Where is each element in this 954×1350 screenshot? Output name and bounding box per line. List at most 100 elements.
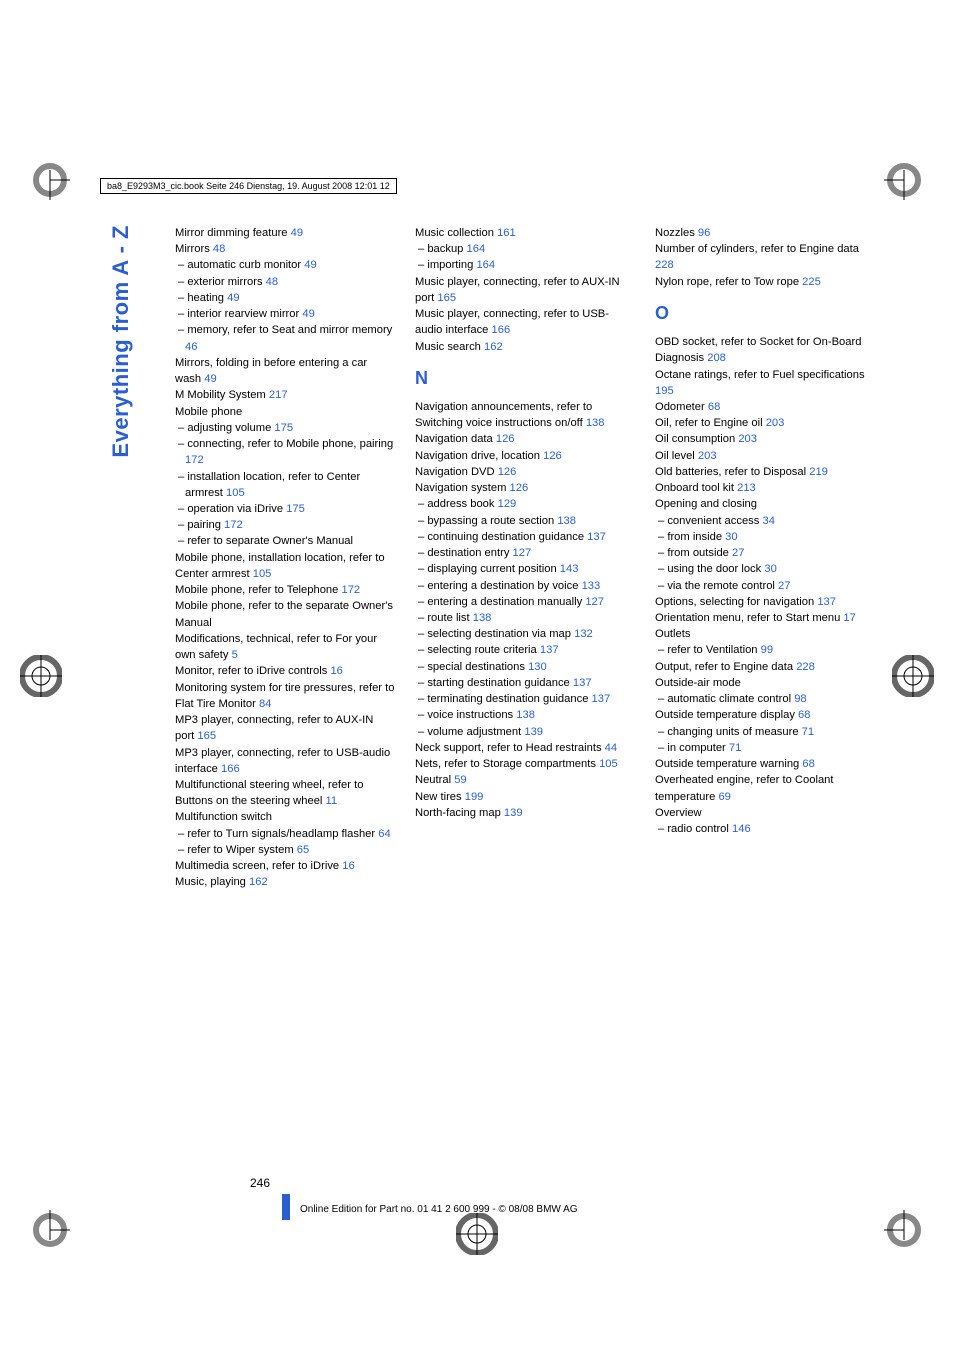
page-ref-link[interactable]: 84 — [259, 698, 271, 710]
index-entry-text: Music, playing — [175, 876, 249, 888]
page-ref-link[interactable]: 27 — [778, 580, 790, 592]
page-ref-link[interactable]: 34 — [762, 515, 774, 527]
page-ref-link[interactable]: 68 — [802, 758, 814, 770]
page-ref-link[interactable]: 98 — [794, 693, 806, 705]
page-ref-link[interactable]: 59 — [454, 774, 466, 786]
page-ref-link[interactable]: 105 — [599, 758, 618, 770]
page-ref-link[interactable]: 126 — [510, 482, 529, 494]
page-ref-link[interactable]: 162 — [484, 341, 503, 353]
page-ref-link[interactable]: 129 — [498, 498, 517, 510]
page-ref-link[interactable]: 172 — [185, 454, 204, 466]
page-ref-link[interactable]: 30 — [764, 563, 776, 575]
page-ref-link[interactable]: 48 — [266, 276, 278, 288]
page-ref-link[interactable]: 138 — [586, 417, 605, 429]
index-entry: Multifunction switch — [175, 809, 395, 825]
page-ref-link[interactable]: 126 — [543, 450, 562, 462]
page-ref-link[interactable]: 127 — [585, 596, 604, 608]
page-ref-link[interactable]: 162 — [249, 876, 268, 888]
index-entry: – entering a destination by voice 133 — [415, 578, 635, 594]
page-ref-link[interactable]: 138 — [516, 709, 535, 721]
page-ref-link[interactable]: 44 — [605, 742, 617, 754]
page-ref-link[interactable]: 69 — [718, 791, 730, 803]
page-ref-link[interactable]: 225 — [802, 276, 821, 288]
page-ref-link[interactable]: 30 — [725, 531, 737, 543]
page-ref-link[interactable]: 208 — [707, 352, 726, 364]
page-ref-link[interactable]: 138 — [473, 612, 492, 624]
index-entry: Music, playing 162 — [175, 874, 395, 890]
page-ref-link[interactable]: 16 — [330, 665, 342, 677]
index-entry: Orientation menu, refer to Start menu 17 — [655, 610, 875, 626]
page-ref-link[interactable]: 68 — [798, 709, 810, 721]
index-entry-text: – adjusting volume — [178, 422, 274, 434]
page-ref-link[interactable]: 175 — [286, 503, 305, 515]
page-ref-link[interactable]: 137 — [817, 596, 836, 608]
page-ref-link[interactable]: 143 — [560, 563, 579, 575]
page-ref-link[interactable]: 228 — [796, 661, 815, 673]
page-ref-link[interactable]: 132 — [574, 628, 593, 640]
page-ref-link[interactable]: 137 — [587, 531, 606, 543]
page-ref-link[interactable]: 126 — [496, 433, 515, 445]
page-ref-link[interactable]: 219 — [809, 466, 828, 478]
page-ref-link[interactable]: 27 — [732, 547, 744, 559]
page-ref-link[interactable]: 127 — [513, 547, 532, 559]
page-ref-link[interactable]: 139 — [524, 726, 543, 738]
page-ref-link[interactable]: 165 — [437, 292, 456, 304]
page-ref-link[interactable]: 48 — [213, 243, 225, 255]
index-entry: – radio control 146 — [655, 821, 875, 837]
page-ref-link[interactable]: 105 — [226, 487, 245, 499]
page-ref-link[interactable]: 199 — [465, 791, 484, 803]
page-ref-link[interactable]: 172 — [341, 584, 360, 596]
page-ref-link[interactable]: 228 — [655, 259, 674, 271]
page-ref-link[interactable]: 46 — [185, 341, 197, 353]
index-entry-text: Monitoring system for tire pressures, re… — [175, 682, 394, 710]
page-ref-link[interactable]: 203 — [738, 433, 757, 445]
page-ref-link[interactable]: 203 — [766, 417, 785, 429]
page-ref-link[interactable]: 49 — [204, 373, 216, 385]
page-ref-link[interactable]: 213 — [737, 482, 756, 494]
page-ref-link[interactable]: 138 — [557, 515, 576, 527]
page-ref-link[interactable]: 64 — [378, 828, 390, 840]
index-entry: Odometer 68 — [655, 399, 875, 415]
page-ref-link[interactable]: 49 — [227, 292, 239, 304]
page-ref-link[interactable]: 166 — [221, 763, 240, 775]
page-ref-link[interactable]: 65 — [297, 844, 309, 856]
page-ref-link[interactable]: 96 — [698, 227, 710, 239]
page-ref-link[interactable]: 130 — [528, 661, 547, 673]
page-ref-link[interactable]: 164 — [467, 243, 486, 255]
page-ref-link[interactable]: 195 — [655, 385, 674, 397]
page-ref-link[interactable]: 217 — [269, 389, 288, 401]
page-ref-link[interactable]: 175 — [274, 422, 293, 434]
page-ref-link[interactable]: 137 — [592, 693, 611, 705]
page-ref-link[interactable]: 133 — [582, 580, 601, 592]
index-entry-text: Opening and closing — [655, 498, 757, 510]
page-ref-link[interactable]: 71 — [802, 726, 814, 738]
page-ref-link[interactable]: 165 — [197, 730, 216, 742]
page-ref-link[interactable]: 161 — [497, 227, 516, 239]
page-ref-link[interactable]: 17 — [843, 612, 855, 624]
page-ref-link[interactable]: 203 — [698, 450, 717, 462]
index-entry-text: – operation via iDrive — [178, 503, 286, 515]
index-entry-text: Monitor, refer to iDrive controls — [175, 665, 330, 677]
page-ref-link[interactable]: 11 — [326, 795, 338, 807]
page-ref-link[interactable]: 126 — [498, 466, 517, 478]
page-ref-link[interactable]: 139 — [504, 807, 523, 819]
index-entry: MP3 player, connecting, refer to AUX-IN … — [175, 712, 395, 744]
page-ref-link[interactable]: 49 — [302, 308, 314, 320]
page-ref-link[interactable]: 172 — [224, 519, 243, 531]
page-ref-link[interactable]: 68 — [708, 401, 720, 413]
index-entry: MP3 player, connecting, refer to USB-aud… — [175, 745, 395, 777]
page-ref-link[interactable]: 49 — [304, 259, 316, 271]
page-ref-link[interactable]: 99 — [761, 644, 773, 656]
page-ref-link[interactable]: 105 — [253, 568, 272, 580]
page-ref-link[interactable]: 16 — [342, 860, 354, 872]
index-entry: Outside temperature display 68 — [655, 707, 875, 723]
page-ref-link[interactable]: 5 — [232, 649, 238, 661]
page-ref-link[interactable]: 71 — [729, 742, 741, 754]
page-ref-link[interactable]: 137 — [573, 677, 592, 689]
page-ref-link[interactable]: 137 — [540, 644, 559, 656]
page-ref-link[interactable]: 166 — [492, 324, 511, 336]
page-ref-link[interactable]: 49 — [291, 227, 303, 239]
index-entry: – voice instructions 138 — [415, 707, 635, 723]
page-ref-link[interactable]: 146 — [732, 823, 751, 835]
page-ref-link[interactable]: 164 — [476, 259, 495, 271]
